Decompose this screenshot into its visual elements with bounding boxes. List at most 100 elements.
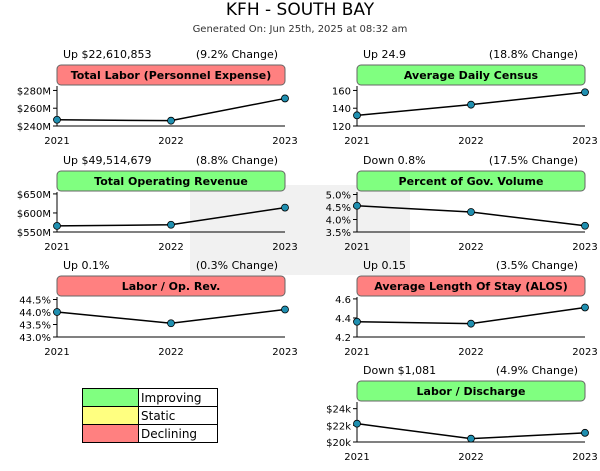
- data-point: [281, 305, 289, 314]
- y-tick-label: 44.0%: [19, 308, 51, 319]
- chart-labor-discharge: Down $1,081 (4.9% Change) Labor / Discharg…: [300, 362, 600, 471]
- x-tick-label: 2021: [344, 452, 369, 463]
- data-point: [353, 111, 361, 120]
- data-point: [53, 222, 61, 230]
- data-point: [581, 88, 589, 97]
- data-point: [581, 221, 589, 230]
- summary-left: Up 0.15: [363, 259, 406, 272]
- summary-left: Down $1,081: [363, 364, 436, 377]
- data-point: [467, 434, 475, 443]
- chart-title: Labor / Op. Rev.: [122, 280, 221, 293]
- data-point: [353, 419, 361, 428]
- summary-left: Down 0.8%: [363, 154, 426, 167]
- summary-right: (8.8% Change): [196, 154, 278, 167]
- chart-title: Total Labor (Personnel Expense): [71, 69, 272, 82]
- summary-right: (4.9% Change): [496, 364, 578, 377]
- chart-title: Total Operating Revenue: [94, 175, 248, 188]
- status-title-bar: [56, 275, 286, 297]
- y-tick-label: $20k: [326, 438, 351, 449]
- data-point: [467, 100, 475, 109]
- legend-item-improving: Improving: [83, 389, 217, 407]
- x-tick-label: 2021: [44, 136, 69, 147]
- y-tick-label: 4.5%: [326, 203, 351, 214]
- axes: [56, 192, 285, 233]
- legend-item-declining: Declining: [83, 425, 217, 442]
- chart-title: Percent of Gov. Volume: [399, 175, 544, 188]
- x-tick-label: 2021: [344, 347, 369, 358]
- x-tick-label: 2021: [44, 347, 69, 358]
- summary-right: (18.8% Change): [489, 48, 578, 61]
- x-tick-label: 2023: [272, 242, 297, 253]
- y-tick-label: 43.0%: [19, 333, 51, 344]
- status-title-bar: [356, 275, 586, 297]
- status-title-bar: [56, 170, 286, 192]
- x-tick-label: 2022: [458, 347, 483, 358]
- y-tick-label: $260M: [17, 104, 51, 115]
- y-tick-label: 43.5%: [19, 321, 51, 332]
- x-tick-label: 2023: [572, 136, 597, 147]
- page-title: KFH - SOUTH BAY: [225, 0, 375, 20]
- summary-right: (0.3% Change): [196, 259, 278, 272]
- chart-svg: Down 0.8% (17.5% Change) Percent of Gov. V…: [326, 154, 598, 253]
- chart-svg: Up 0.15 (3.5% Change) Average Length Of St…: [335, 259, 598, 358]
- status-title-bar: [356, 170, 586, 192]
- legend-item-static: Static: [83, 407, 217, 425]
- x-tick-label: 2022: [458, 452, 483, 463]
- axes: [356, 86, 585, 127]
- y-tick-label: $600M: [17, 209, 51, 220]
- y-tick-label: $24k: [326, 405, 351, 416]
- page-subtitle: Generated On: Jun 25th, 2025 at 08:32 am: [192, 24, 408, 35]
- x-tick-label: 2022: [158, 136, 183, 147]
- status-title-bar: [356, 380, 586, 402]
- x-tick-label: 2023: [572, 347, 597, 358]
- chart-labor-op-rev: Up 0.1% (0.3% Change) Labor / Op. Rev. 43.0…: [0, 257, 300, 366]
- chart-total-labor: Up $22,610,853 (9.2% Change) Total Labor (…: [0, 46, 300, 155]
- axes: [56, 297, 285, 338]
- legend-swatch-declining: [83, 425, 139, 442]
- watermark-logo: [190, 185, 410, 275]
- x-tick-label: 2023: [572, 242, 597, 253]
- summary-left: Up 0.1%: [63, 259, 109, 272]
- y-tick-label: 4.4: [335, 314, 351, 325]
- y-tick-label: $550M: [17, 228, 51, 239]
- y-tick-label: 3.5%: [326, 228, 351, 239]
- data-point: [167, 116, 175, 125]
- x-tick-label: 2021: [344, 242, 369, 253]
- summary-left: Up $49,514,679: [63, 154, 152, 167]
- legend-swatch-improving: [83, 389, 139, 406]
- data-point: [467, 208, 475, 216]
- data-point: [353, 317, 361, 326]
- legend-label: Improving: [141, 390, 202, 405]
- x-tick-label: 2023: [272, 136, 297, 147]
- y-tick-label: $280M: [17, 86, 51, 97]
- data-point: [581, 303, 589, 312]
- data-point: [167, 220, 175, 229]
- chart-svg: Down $1,081 (4.9% Change) Labor / Discharg…: [326, 364, 598, 463]
- data-point: [53, 308, 61, 316]
- chart-average-length-of-stay: Up 0.15 (3.5% Change) Average Length Of St…: [300, 257, 600, 366]
- y-tick-label: 5.0%: [326, 191, 351, 202]
- chart-average-daily-census: Up 24.9 (18.8% Change) Average Daily Censu…: [300, 46, 600, 155]
- summary-right: (17.5% Change): [489, 154, 578, 167]
- chart-svg: Up $22,610,853 (9.2% Change) Total Labor (…: [17, 48, 298, 147]
- chart-svg: Up 24.9 (18.8% Change) Average Daily Censu…: [332, 48, 598, 147]
- y-tick-label: $650M: [17, 190, 51, 201]
- y-tick-label: 4.6: [335, 295, 351, 306]
- legend-label: Declining: [141, 426, 198, 441]
- status-title-bar: [356, 64, 586, 86]
- x-tick-label: 2021: [44, 242, 69, 253]
- x-tick-label: 2021: [344, 136, 369, 147]
- summary-right: (9.2% Change): [196, 48, 278, 61]
- x-tick-label: 2023: [272, 347, 297, 358]
- legend: Improving Static Declining: [82, 388, 218, 443]
- data-point: [281, 203, 289, 212]
- x-tick-label: 2022: [158, 242, 183, 253]
- y-tick-label: $240M: [17, 122, 51, 133]
- axes: [56, 86, 285, 127]
- chart-svg: Up 0.1% (0.3% Change) Labor / Op. Rev. 43.0…: [19, 259, 298, 358]
- axes: [356, 402, 585, 443]
- chart-title: Labor / Discharge: [417, 385, 526, 398]
- data-point: [167, 319, 175, 328]
- data-point: [353, 201, 361, 210]
- y-tick-label: 4.0%: [326, 216, 351, 227]
